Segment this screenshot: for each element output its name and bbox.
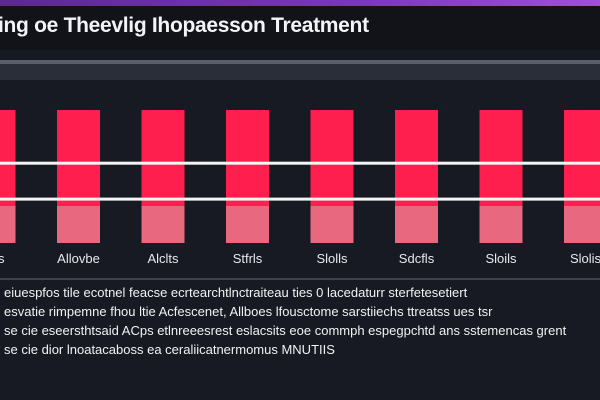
description-line: esvatie rimpemne fhou ltie Acfescenet, A… [4, 304, 493, 319]
tick-label: Slolls [316, 251, 348, 266]
reference-line-1 [0, 161, 600, 165]
bar-chart: Elis Allovbe Alclts Stfrls Slolls Sdcfls Sloil… [0, 110, 600, 266]
tick-label: Sloils [485, 251, 517, 266]
header-divider [0, 60, 600, 64]
bar-base-alclts [141, 205, 185, 243]
description-line: se cie dior lnoatacaboss ea ceraliicatne… [4, 342, 335, 357]
bar-base-slolls [310, 205, 354, 243]
bar-sdcfls [395, 110, 438, 206]
tick-label: Alclts [147, 251, 179, 266]
bar-base-slolis [564, 205, 600, 243]
tick-label: Allovbe [57, 251, 100, 266]
bar-base-elis [0, 205, 16, 243]
chart-header-band [0, 64, 600, 80]
tick-label: Sdcfls [399, 251, 435, 266]
accent-bar [0, 0, 600, 6]
tick-label: Slolis [570, 251, 600, 266]
tick-label: Elis [0, 251, 5, 266]
description-line: se cie eseersthtsaid ACps etlnreeesrest … [4, 323, 567, 338]
bar-elis [0, 110, 16, 206]
bar-base-stfrls [226, 205, 269, 243]
bar-base-allovbe [57, 205, 100, 243]
chart-divider [0, 278, 600, 280]
description-line: eiuespfos tile ecotnel feacse ecrtearcht… [4, 285, 468, 300]
description-block: eiuespfos tile ecotnel feacse ecrtearcht… [4, 283, 596, 359]
bar-allovbe [57, 110, 100, 206]
bar-slolls [310, 110, 354, 206]
bar-alclts [141, 110, 185, 206]
bar-base-sloils [479, 205, 523, 243]
bar-base-sdcfls [395, 205, 438, 243]
bar-sloils [479, 110, 523, 206]
page-title: ing oe Theevlig Ihopaesson Treatment [0, 14, 369, 37]
reference-line-2 [0, 197, 600, 201]
tick-label: Stfrls [233, 251, 263, 266]
title-bar: ing oe Theevlig Ihopaesson Treatment [0, 6, 600, 50]
bar-stfrls [226, 110, 269, 206]
bar-slolis [564, 110, 600, 206]
